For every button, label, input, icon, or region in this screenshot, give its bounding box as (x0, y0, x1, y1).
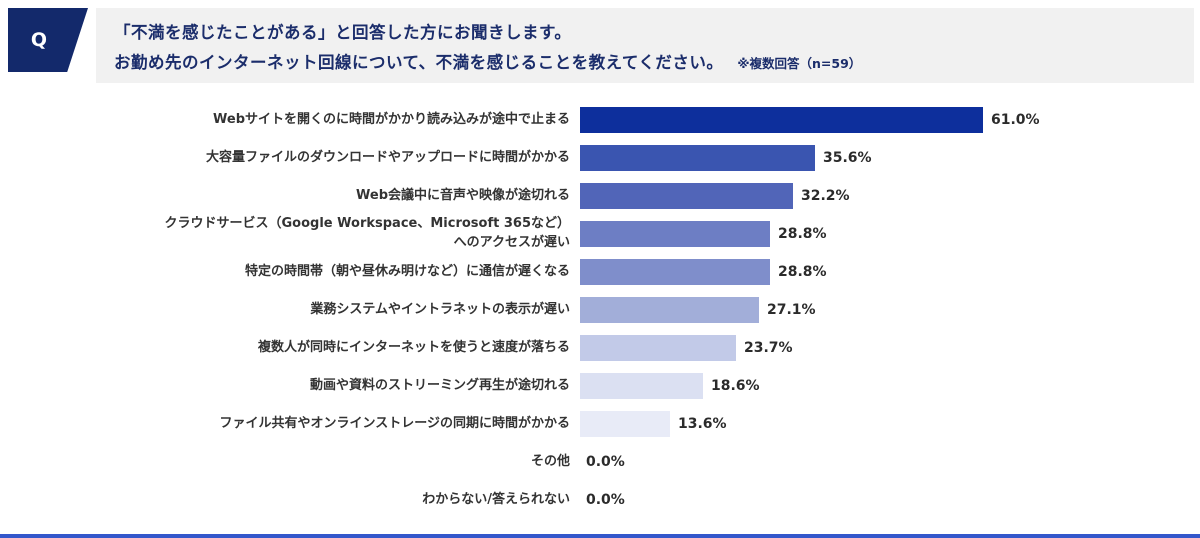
chart-row: 特定の時間帯（朝や昼休み明けなど）に通信が遅くなる 28.8% (0, 253, 1200, 291)
horizontal-bar-chart: Webサイトを開くのに時間がかかり読み込みが途中で止まる 61.0% 大容量ファイル… (0, 101, 1200, 519)
chart-row: 複数人が同時にインターネットを使うと速度が落ちる 23.7% (0, 329, 1200, 367)
category-label: 複数人が同時にインターネットを使うと速度が落ちる (257, 339, 570, 355)
bar-area: 32.2% (580, 183, 1200, 209)
bar-area: 0.0% (580, 492, 1200, 508)
question-header-wrap: Q 「不満を感じたことがある」と回答した方にお聞きします。 お勤め先のインターネ… (0, 0, 1200, 83)
category-label: 業務システムやイントラネットの表示が遅い (310, 301, 570, 317)
question-line2: お勤め先のインターネット回線について、不満を感じることを教えてください。 (114, 53, 724, 72)
value-label: 61.0% (991, 112, 1040, 128)
bar-area: 18.6% (580, 373, 1200, 399)
value-label: 13.6% (678, 416, 727, 432)
value-label: 32.2% (801, 188, 850, 204)
value-bar (580, 373, 703, 399)
value-label: 27.1% (767, 302, 816, 318)
value-label: 18.6% (711, 378, 760, 394)
chart-row: 動画や資料のストリーミング再生が途切れる 18.6% (0, 367, 1200, 405)
category-label: Webサイトを開くのに時間がかかり読み込みが途中で止まる (213, 111, 570, 127)
chart-row: クラウドサービス（Google Workspace、Microsoft 365な… (0, 215, 1200, 253)
chart-row: その他 0.0% (0, 443, 1200, 481)
chart-row: ファイル共有やオンラインストレージの同期に時間がかかる 13.6% (0, 405, 1200, 443)
bar-area: 23.7% (580, 335, 1200, 361)
chart-row: 大容量ファイルのダウンロードやアップロードに時間がかかる 35.6% (0, 139, 1200, 177)
multiple-answer-note: ※複数回答（n=59） (737, 56, 862, 71)
value-label: 28.8% (778, 226, 827, 242)
question-line2-wrap: お勤め先のインターネット回線について、不満を感じることを教えてください。 ※複数… (114, 49, 1176, 73)
chart-row: Web会議中に音声や映像が途切れる 32.2% (0, 177, 1200, 215)
value-bar (580, 145, 815, 171)
value-bar (580, 221, 770, 247)
question-badge-label: Q (30, 29, 48, 51)
bar-area: 13.6% (580, 411, 1200, 437)
value-bar (580, 297, 759, 323)
value-bar (580, 411, 670, 437)
value-label: 23.7% (744, 340, 793, 356)
category-label: 動画や資料のストリーミング再生が途切れる (309, 377, 570, 393)
value-label: 28.8% (778, 264, 827, 280)
category-label: 大容量ファイルのダウンロードやアップロードに時間がかかる (205, 149, 570, 165)
bar-area: 0.0% (580, 454, 1200, 470)
question-badge: Q (8, 8, 88, 72)
category-label: その他 (530, 453, 570, 469)
category-label: Web会議中に音声や映像が途切れる (356, 187, 570, 203)
bar-area: 35.6% (580, 145, 1200, 171)
value-bar (580, 107, 983, 133)
value-label: 35.6% (823, 150, 872, 166)
value-label: 0.0% (586, 454, 625, 470)
value-bar (580, 335, 736, 361)
chart-row: わからない/答えられない 0.0% (0, 481, 1200, 519)
bar-area: 28.8% (580, 221, 1200, 247)
bar-area: 28.8% (580, 259, 1200, 285)
bar-area: 61.0% (580, 107, 1200, 133)
bottom-accent-line (0, 534, 1200, 538)
category-label: ファイル共有やオンラインストレージの同期に時間がかかる (219, 415, 570, 431)
value-bar (580, 183, 793, 209)
value-label: 0.0% (586, 492, 625, 508)
bar-area: 27.1% (580, 297, 1200, 323)
question-header: 「不満を感じたことがある」と回答した方にお聞きします。 お勤め先のインターネット… (96, 8, 1194, 83)
category-label: 特定の時間帯（朝や昼休み明けなど）に通信が遅くなる (244, 263, 570, 279)
category-label: わからない/答えられない (422, 491, 570, 507)
chart-row: 業務システムやイントラネットの表示が遅い 27.1% (0, 291, 1200, 329)
value-bar (580, 259, 770, 285)
question-line1: 「不満を感じたことがある」と回答した方にお聞きします。 (114, 23, 572, 42)
category-label: クラウドサービス（Google Workspace、Microsoft 365な… (164, 216, 570, 250)
chart-row: Webサイトを開くのに時間がかかり読み込みが途中で止まる 61.0% (0, 101, 1200, 139)
